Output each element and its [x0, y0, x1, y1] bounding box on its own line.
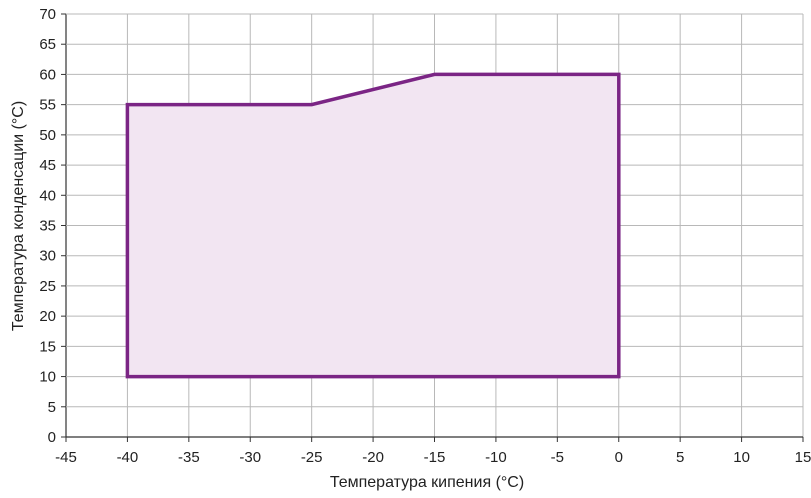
x-tick-label: -40 [117, 449, 139, 466]
envelope-polygon [125, 72, 621, 379]
y-tick-label: 45 [39, 157, 56, 174]
y-tick-label: 55 [39, 97, 56, 114]
y-tick-label: 0 [48, 429, 56, 446]
y-tick-label: 20 [39, 308, 56, 325]
y-tick-label: 65 [39, 36, 56, 53]
x-tick-label: -30 [239, 449, 261, 466]
y-axis-title: Температура конденсации (°C) [10, 101, 27, 331]
y-tick-label: 50 [39, 127, 56, 144]
x-tick-label: -25 [301, 449, 323, 466]
y-tick-label: 60 [39, 66, 56, 83]
x-tick-label: -10 [485, 449, 507, 466]
x-tick-label: 10 [733, 449, 750, 466]
x-tick-label: -45 [55, 449, 77, 466]
x-tick-label: -20 [362, 449, 384, 466]
x-tick-label: -15 [424, 449, 446, 466]
envelope-area-layer [125, 72, 621, 379]
x-tick-label: 15 [795, 449, 811, 466]
y-tick-label: 5 [48, 399, 56, 416]
y-tick-label: 70 [39, 6, 56, 23]
x-tick-labels: -45 -40 -35 -30 -25 -20 -15 -10 -5 0 5 10 15 [55, 449, 811, 466]
x-tick-label: 5 [676, 449, 684, 466]
y-tick-label: 25 [39, 278, 56, 295]
y-tick-label: 15 [39, 338, 56, 355]
x-tick-label: -35 [178, 449, 200, 466]
y-tick-label: 10 [39, 369, 56, 386]
y-tick-label: 30 [39, 248, 56, 265]
x-axis-title: Температура кипения (°C) [330, 474, 524, 491]
y-tick-label: 40 [39, 187, 56, 204]
y-tick-label: 35 [39, 218, 56, 235]
y-tick-labels: 0 5 10 15 20 25 30 35 40 45 50 55 60 65 70 [39, 6, 56, 446]
x-tick-label: -5 [551, 449, 564, 466]
x-tick-label: 0 [615, 449, 623, 466]
